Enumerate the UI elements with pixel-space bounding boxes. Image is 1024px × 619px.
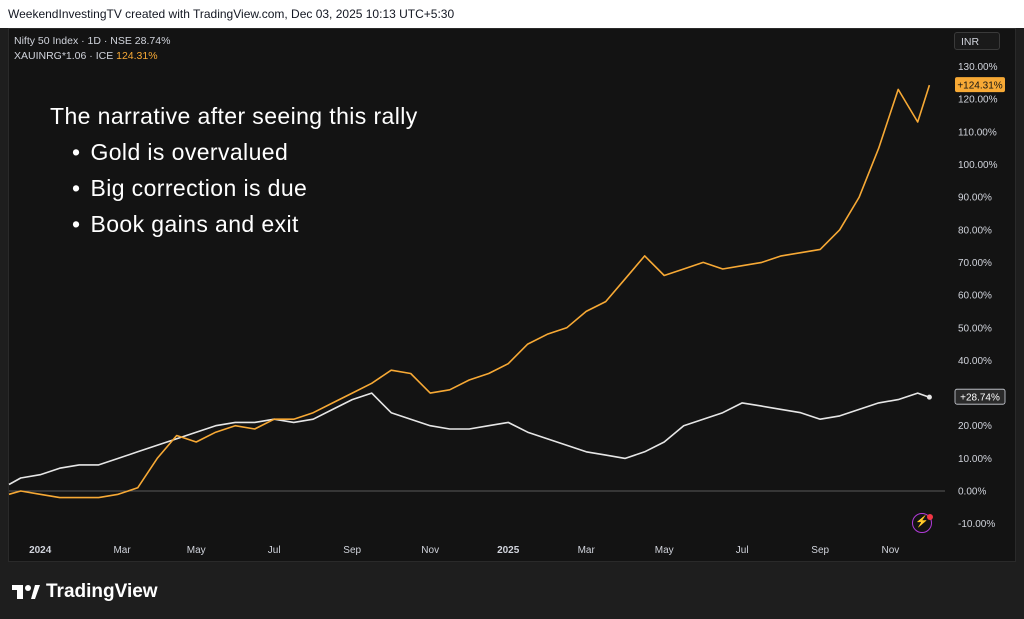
x-tick-label: Jul xyxy=(736,545,749,556)
price-badge-nifty xyxy=(954,388,1006,405)
narrative-bullet: Big correction is due xyxy=(90,170,418,206)
y-tick-label: 10.00% xyxy=(958,454,992,465)
tradingview-wordmark: TradingView xyxy=(46,581,158,602)
currency-button[interactable]: INR xyxy=(954,32,1000,50)
legend-gold-value: 124.31% xyxy=(116,50,158,62)
legend-row-gold[interactable]: XAUINRG*1.06 · ICE 124.31% xyxy=(14,50,158,62)
narrative-bullet: Gold is overvalued xyxy=(90,134,418,170)
x-tick-label: Nov xyxy=(882,545,900,556)
y-tick-label: -10.00% xyxy=(958,519,995,530)
x-tick-label: 2025 xyxy=(497,545,520,556)
narrative-bullet: Book gains and exit xyxy=(90,206,418,242)
narrative-heading: The narrative after seeing this rally xyxy=(50,103,418,129)
header-bar xyxy=(0,0,1024,28)
x-tick-label: Sep xyxy=(811,545,829,556)
series-line-gold xyxy=(8,84,931,499)
narrative-list: Gold is overvalued Big correction is due… xyxy=(50,134,418,242)
y-tick-label: 70.00% xyxy=(958,258,992,269)
legend-gold-label: XAUINRG*1.06 · ICE xyxy=(14,50,114,62)
x-tick-label: May xyxy=(187,545,206,556)
legend-row-nifty[interactable]: Nifty 50 Index · 1D · NSE 28.74% xyxy=(14,35,170,47)
y-tick-label: 110.00% xyxy=(958,127,997,138)
y-tick-label: 130.00% xyxy=(958,62,998,73)
lightning-icon[interactable]: ⚡ xyxy=(912,513,932,533)
y-tick-label: 90.00% xyxy=(958,193,992,204)
footer xyxy=(0,562,1024,619)
x-tick-label: 2024 xyxy=(29,545,52,556)
x-tick-label: Mar xyxy=(578,545,596,556)
x-tick-label: Sep xyxy=(343,545,361,556)
y-tick-label: 50.00% xyxy=(958,323,992,334)
tradingview-logo[interactable]: TradingView xyxy=(12,581,158,603)
price-badge-gold xyxy=(955,77,1005,93)
x-tick-label: May xyxy=(655,545,674,556)
x-tick-label: Nov xyxy=(421,545,439,556)
y-tick-label: 120.00% xyxy=(958,95,998,106)
price-badge-gold-label: +124.31% xyxy=(957,81,1002,92)
chart-attribution: WeekendInvestingTV created with TradingV… xyxy=(8,7,455,21)
y-tick-label: 80.00% xyxy=(958,225,992,236)
y-tick-label: 100.00% xyxy=(958,160,998,171)
tradingview-logo-icon xyxy=(12,585,40,599)
narrative-annotation: The narrative after seeing this rally Go… xyxy=(50,98,418,242)
chart-pane[interactable] xyxy=(8,28,1016,562)
legend-nifty-label: Nifty 50 Index · 1D · NSE xyxy=(14,35,132,47)
price-badge-nifty-label: +28.74% xyxy=(960,393,1000,404)
series-line-nifty xyxy=(8,392,930,486)
y-tick-label: 0.00% xyxy=(958,487,986,498)
last-point-marker xyxy=(926,394,932,400)
y-tick-label: 40.00% xyxy=(958,356,992,367)
notification-dot xyxy=(927,514,933,520)
x-tick-label: Jul xyxy=(268,545,281,556)
y-tick-label: 60.00% xyxy=(958,291,992,302)
legend-nifty-value: 28.74% xyxy=(134,35,171,47)
x-tick-label: Mar xyxy=(113,545,131,556)
y-tick-label: 20.00% xyxy=(958,421,992,432)
